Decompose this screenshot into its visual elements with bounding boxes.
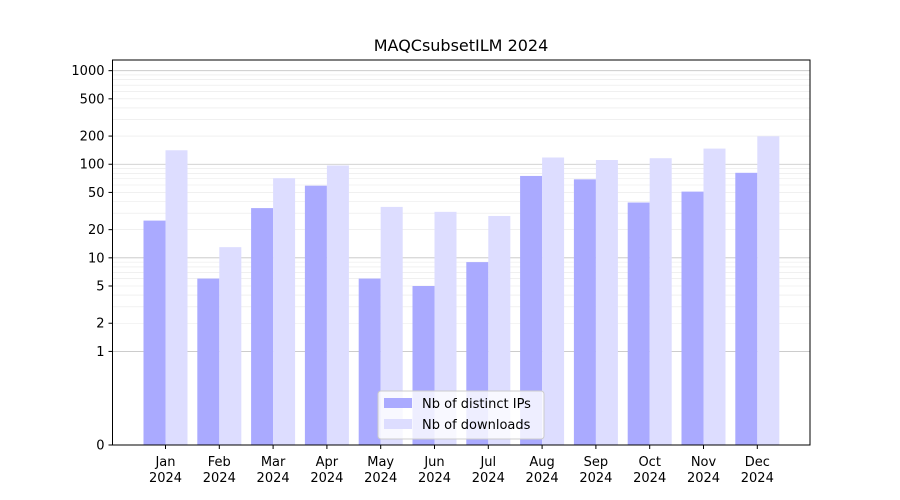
bar-distinct-ips xyxy=(304,185,327,446)
y-axis: 0 1 2 5 10 20 50 100 200 500 1000 xyxy=(71,64,113,454)
y-tick-label: 2 xyxy=(96,317,104,332)
bar-distinct-ips xyxy=(681,191,704,445)
y-tick-label: 50 xyxy=(88,186,105,201)
y-tick-label: 1000 xyxy=(71,64,104,79)
x-tick-label-month: Dec xyxy=(745,455,770,470)
x-tick-label-year: 2024 xyxy=(364,471,397,486)
y-tick-label: 10 xyxy=(88,251,105,266)
x-tick-label-year: 2024 xyxy=(203,471,236,486)
x-tick-label-year: 2024 xyxy=(149,471,182,486)
bar-distinct-ips xyxy=(627,202,650,445)
bar-downloads xyxy=(649,158,672,446)
x-tick-label-year: 2024 xyxy=(526,471,559,486)
x-tick-label-month: Apr xyxy=(316,455,339,470)
x-tick-label-month: Feb xyxy=(208,455,231,470)
x-tick-label-year: 2024 xyxy=(633,471,666,486)
bar-downloads xyxy=(326,165,349,446)
x-tick-label-month: Jul xyxy=(479,455,496,470)
bar-downloads xyxy=(757,136,780,446)
legend-label-distinct-ips: Nb of distinct IPs xyxy=(422,397,531,412)
bar-distinct-ips xyxy=(358,278,381,445)
bar-distinct-ips xyxy=(735,172,758,445)
y-tick-label: 20 xyxy=(88,223,105,238)
x-tick-label-month: Oct xyxy=(638,455,660,470)
x-tick-label-year: 2024 xyxy=(687,471,720,486)
legend-swatch-downloads xyxy=(384,419,412,429)
y-tick-label: 5 xyxy=(96,280,104,295)
y-tick-label: 0 xyxy=(96,439,104,454)
x-axis: Jan2024Feb2024Mar2024Apr2024May2024Jun20… xyxy=(149,445,774,486)
bar-downloads xyxy=(273,178,296,445)
legend: Nb of distinct IPs Nb of downloads xyxy=(377,390,545,440)
legend-swatch-distinct-ips xyxy=(384,398,412,408)
bar-distinct-ips xyxy=(197,278,220,445)
bars xyxy=(143,136,780,446)
bar-distinct-ips xyxy=(251,208,274,445)
x-tick-label-month: Jan xyxy=(154,455,175,470)
legend-frame xyxy=(377,390,545,440)
legend-label-downloads: Nb of downloads xyxy=(422,418,531,433)
x-tick-label-year: 2024 xyxy=(257,471,290,486)
x-tick-label-month: Nov xyxy=(691,455,717,470)
bar-downloads xyxy=(165,150,188,445)
y-tick-label: 500 xyxy=(80,92,105,107)
x-tick-label-month: Mar xyxy=(261,455,286,470)
x-tick-label-month: Aug xyxy=(529,455,554,470)
chart-title: MAQCsubsetILM 2024 xyxy=(374,36,549,55)
x-tick-label-year: 2024 xyxy=(418,471,451,486)
bar-downloads xyxy=(542,157,565,445)
bar-downloads xyxy=(595,160,618,445)
y-tick-label: 100 xyxy=(80,158,105,173)
x-tick-label-year: 2024 xyxy=(579,471,612,486)
bar-downloads xyxy=(380,206,403,445)
bar-downloads xyxy=(703,148,726,445)
x-tick-label-year: 2024 xyxy=(472,471,505,486)
x-tick-label-year: 2024 xyxy=(310,471,343,486)
x-tick-label-month: Jun xyxy=(423,455,444,470)
bar-distinct-ips xyxy=(520,175,543,445)
plot-frame xyxy=(112,59,811,446)
bar-downloads xyxy=(488,215,511,445)
bar-distinct-ips xyxy=(143,220,166,445)
bar-downloads xyxy=(434,211,457,445)
y-tick-label: 1 xyxy=(96,345,104,360)
bar-downloads xyxy=(219,247,242,445)
bar-distinct-ips xyxy=(573,179,596,445)
x-tick-label-month: May xyxy=(367,455,394,470)
x-tick-label-year: 2024 xyxy=(741,471,774,486)
y-tick-label: 200 xyxy=(80,130,105,145)
x-tick-label-month: Sep xyxy=(584,455,609,470)
